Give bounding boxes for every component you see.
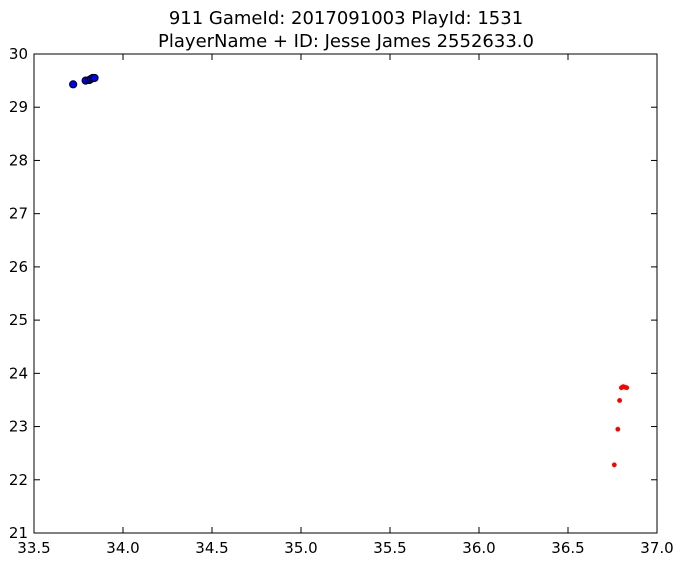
chart-title-line-1: 911 GameId: 2017091003 PlayId: 1531 [169, 8, 523, 29]
x-tick-label: 36.5 [551, 539, 584, 557]
y-tick-label: 22 [9, 471, 28, 489]
plot-frame [33, 53, 658, 534]
y-tick-label: 26 [9, 258, 28, 276]
x-tick-label: 34.0 [106, 539, 139, 557]
x-tick-label: 34.5 [195, 539, 228, 557]
scatter-point-red [617, 398, 623, 403]
x-tick-label: 37.0 [640, 539, 673, 557]
y-tick-label: 21 [9, 524, 28, 542]
x-tick-label: 35.0 [284, 539, 317, 557]
plot-area: 33.5 34.0 34.5 35.0 35.5 36.0 36.5 37.0 21 22 23 24… [9, 45, 674, 557]
scatter-point-blue [90, 73, 99, 83]
y-tick-label: 24 [9, 364, 28, 382]
x-tick-label: 35.5 [373, 539, 406, 557]
y-tick-label: 25 [9, 311, 28, 329]
y-tick-label: 23 [9, 418, 28, 436]
x-tick-label: 36.0 [462, 539, 495, 557]
x-tick-label: 33.5 [17, 539, 50, 557]
y-tick-label: 28 [9, 151, 28, 169]
scatter-point-red [615, 426, 621, 432]
y-tick-label: 30 [9, 45, 28, 63]
scatter-point-blue [69, 80, 78, 89]
scatter-point-red [624, 385, 630, 391]
y-tick-label: 27 [9, 205, 28, 223]
y-tick-label: 29 [9, 98, 28, 116]
scatter-point-red [611, 462, 617, 468]
chart-title-line-2: PlayerName + ID: Jesse James 2552633.0 [158, 31, 534, 52]
